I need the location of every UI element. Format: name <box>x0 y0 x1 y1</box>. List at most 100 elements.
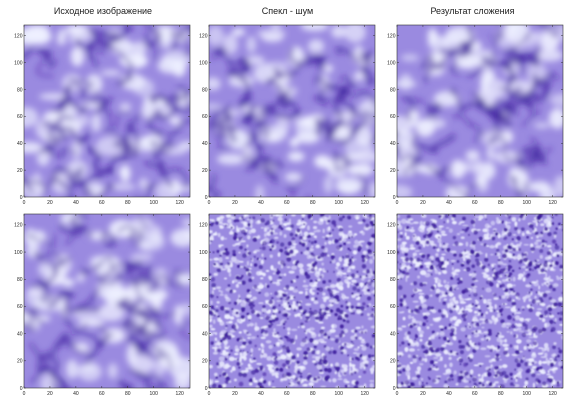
title-noise: Спекл - шум <box>261 6 314 16</box>
x-tick-label: 60 <box>99 391 105 397</box>
x-tick-label: 0 <box>23 200 26 206</box>
x-tick-label: 120 <box>360 200 369 206</box>
y-tick-label: 60 <box>17 114 23 120</box>
texture <box>24 25 190 197</box>
texture <box>209 214 375 388</box>
plot-bottom-original: 0 20 40 60 80 100 120 0 20 40 60 80 100 120 <box>14 213 191 397</box>
y-tick-label: 0 <box>205 195 208 201</box>
panel-top-original: 0 20 40 60 80 100 120 0 20 40 60 80 100 120 <box>14 23 192 209</box>
y-tick-label: 80 <box>202 87 208 93</box>
y-tick-label: 120 <box>14 34 23 40</box>
y-tick-label: 40 <box>390 331 396 337</box>
y-tick-label: 0 <box>393 386 396 392</box>
x-tick-label: 20 <box>232 200 238 206</box>
y-tick-label: 80 <box>390 277 396 283</box>
x-tick-label: 40 <box>446 200 452 206</box>
x-tick-label: 80 <box>125 200 131 206</box>
y-tick-label: 100 <box>14 60 23 66</box>
x-tick-label: 100 <box>335 391 344 397</box>
x-tick-label: 40 <box>258 391 264 397</box>
y-tick-label: 100 <box>199 60 208 66</box>
y-tick-label: 80 <box>390 87 396 93</box>
x-tick-label: 100 <box>150 200 159 206</box>
y-tick-label: 120 <box>387 34 396 40</box>
x-tick-label: 20 <box>420 200 426 206</box>
plot-frame <box>23 24 191 198</box>
y-tick-label: 60 <box>202 114 208 120</box>
y-tick-label: 80 <box>17 87 23 93</box>
x-tick-label: 100 <box>523 391 532 397</box>
panel-bottom-sum: 0 20 40 60 80 100 120 0 20 40 60 80 100 120 <box>387 212 565 400</box>
x-tick-label: 60 <box>284 200 290 206</box>
y-tick-label: 20 <box>202 359 208 365</box>
y-tick-label: 20 <box>390 168 396 174</box>
plot-top-noise: 0 20 40 60 80 100 120 0 20 40 60 80 100 120 <box>199 24 376 206</box>
y-tick-label: 40 <box>390 141 396 147</box>
x-tick-label: 120 <box>548 391 557 397</box>
x-tick-label: 20 <box>232 391 238 397</box>
x-tick-label: 100 <box>523 200 532 206</box>
y-tick-label: 120 <box>387 223 396 229</box>
y-tick-label: 80 <box>17 277 23 283</box>
x-tick-label: 80 <box>498 200 504 206</box>
x-tick-label: 80 <box>498 391 504 397</box>
x-tick-label: 80 <box>310 200 316 206</box>
y-tick-label: 100 <box>199 250 208 256</box>
texture <box>209 25 375 197</box>
x-tick-label: 60 <box>99 200 105 206</box>
x-tick-label: 20 <box>47 391 53 397</box>
x-tick-label: 0 <box>396 391 399 397</box>
panel-bottom-noise: 0 20 40 60 80 100 120 0 20 40 60 80 100 120 <box>199 212 377 400</box>
x-tick-label: 100 <box>150 391 159 397</box>
x-tick-label: 0 <box>23 391 26 397</box>
texture <box>397 25 563 197</box>
x-tick-label: 20 <box>47 200 53 206</box>
texture <box>397 214 563 388</box>
x-tick-label: 20 <box>420 391 426 397</box>
x-tick-label: 120 <box>175 391 184 397</box>
panel-top-noise: 0 20 40 60 80 100 120 0 20 40 60 80 100 120 <box>199 23 377 209</box>
plot-top-original: 0 20 40 60 80 100 120 0 20 40 60 80 100 120 <box>14 24 191 206</box>
x-tick-label: 0 <box>396 200 399 206</box>
y-tick-label: 40 <box>17 331 23 337</box>
y-tick-label: 20 <box>17 359 23 365</box>
title-sum: Результат сложения <box>430 6 515 16</box>
y-tick-label: 0 <box>205 386 208 392</box>
x-tick-label: 60 <box>284 391 290 397</box>
y-tick-label: 100 <box>387 250 396 256</box>
x-tick-label: 40 <box>73 200 79 206</box>
y-tick-label: 40 <box>202 141 208 147</box>
y-tick-label: 20 <box>202 168 208 174</box>
plot-frame <box>396 213 564 389</box>
y-tick-label: 20 <box>390 359 396 365</box>
y-tick-label: 0 <box>20 195 23 201</box>
plot-frame <box>208 24 376 198</box>
x-tick-label: 100 <box>335 200 344 206</box>
y-tick-label: 60 <box>390 304 396 310</box>
y-tick-label: 0 <box>393 195 396 201</box>
plot-frame <box>208 213 376 389</box>
y-tick-label: 120 <box>199 223 208 229</box>
plot-frame <box>23 213 191 389</box>
y-tick-label: 120 <box>199 34 208 40</box>
x-tick-label: 120 <box>175 200 184 206</box>
y-tick-label: 100 <box>387 60 396 66</box>
x-tick-label: 80 <box>310 391 316 397</box>
panel-top-sum: 0 20 40 60 80 100 120 0 20 40 60 80 100 120 <box>387 23 565 209</box>
x-tick-label: 80 <box>125 391 131 397</box>
plot-top-sum: 0 20 40 60 80 100 120 0 20 40 60 80 100 120 <box>387 24 564 206</box>
y-tick-label: 40 <box>202 331 208 337</box>
y-tick-label: 60 <box>390 114 396 120</box>
x-tick-label: 120 <box>360 391 369 397</box>
y-tick-label: 100 <box>14 250 23 256</box>
y-tick-label: 40 <box>17 141 23 147</box>
y-tick-label: 80 <box>202 277 208 283</box>
x-tick-label: 0 <box>208 200 211 206</box>
x-tick-label: 60 <box>472 200 478 206</box>
y-tick-label: 60 <box>202 304 208 310</box>
x-tick-label: 0 <box>208 391 211 397</box>
y-tick-label: 20 <box>17 168 23 174</box>
y-tick-label: 120 <box>14 223 23 229</box>
x-tick-label: 60 <box>472 391 478 397</box>
texture <box>24 214 190 388</box>
